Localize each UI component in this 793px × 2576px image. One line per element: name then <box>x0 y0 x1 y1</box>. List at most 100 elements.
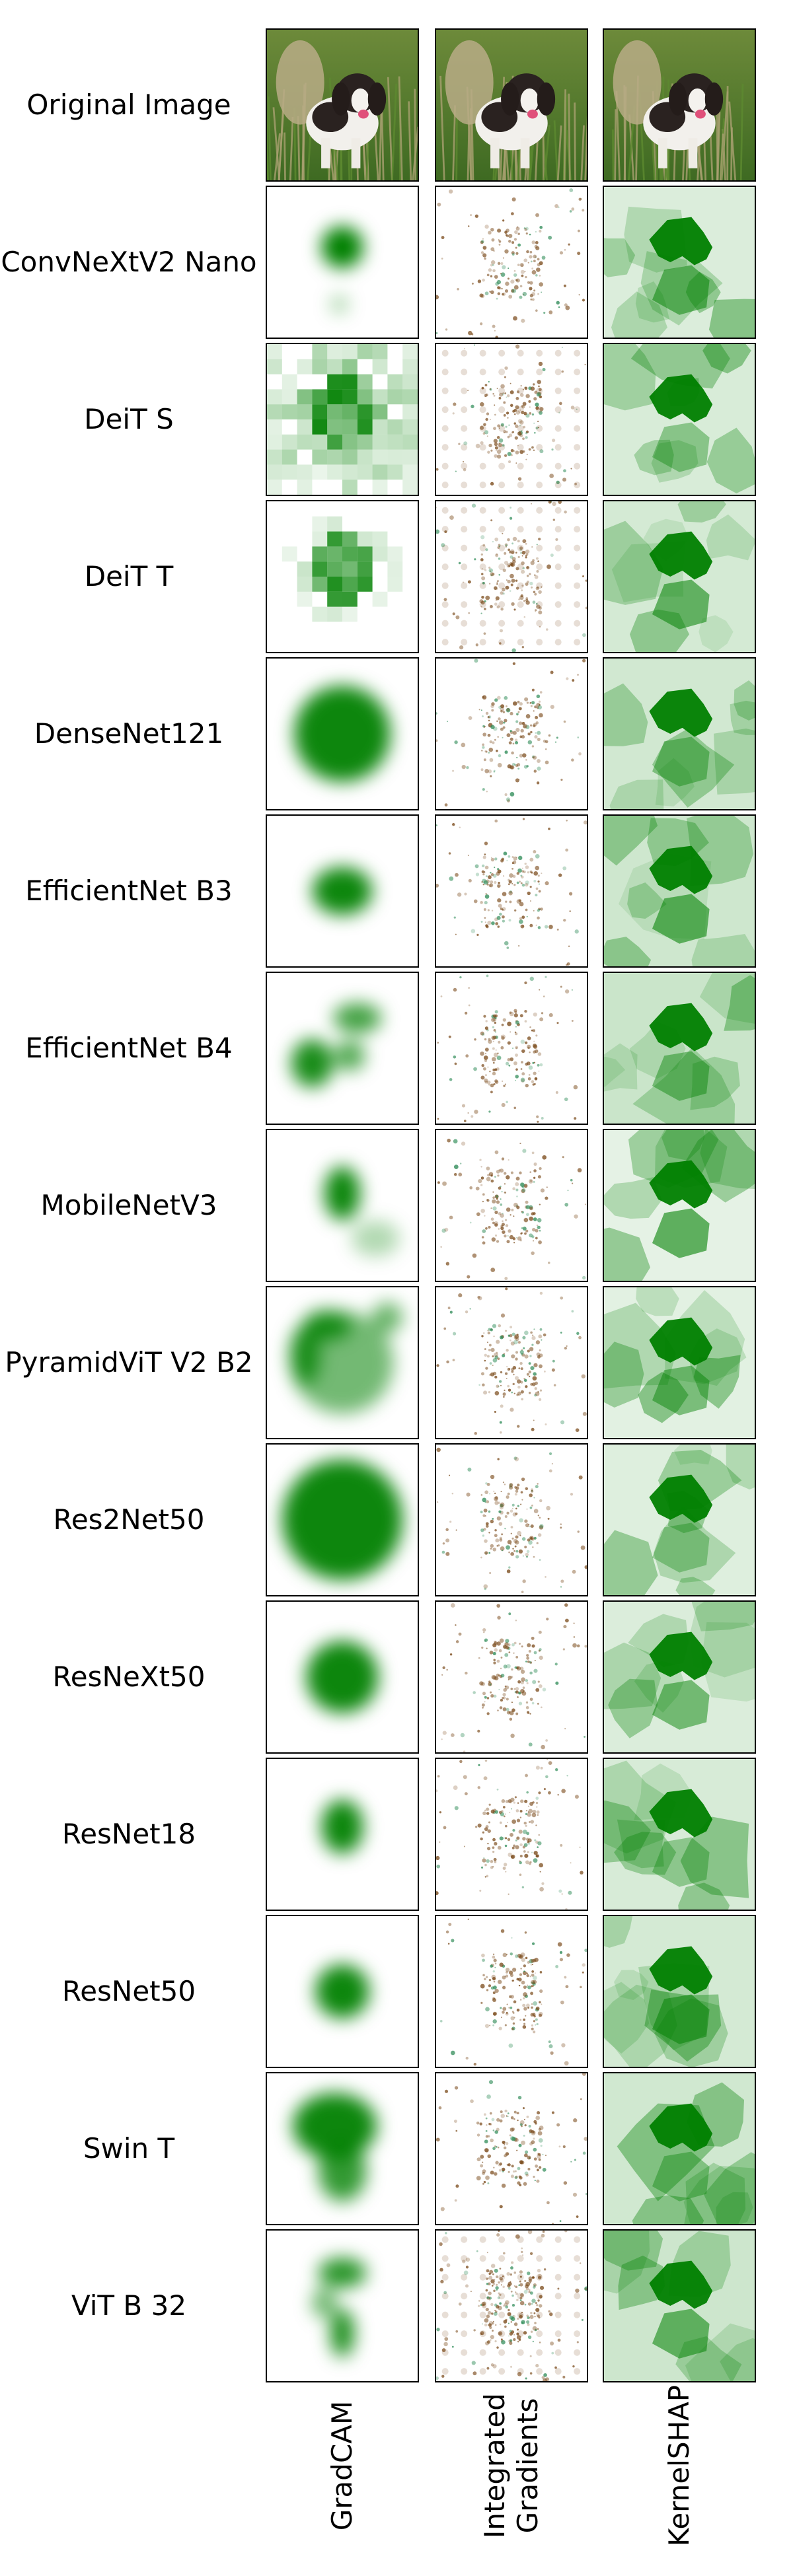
kernelshap-segments <box>604 2231 755 2381</box>
kernelshap-cell <box>603 500 756 653</box>
kernelshap-segments <box>604 501 755 652</box>
dog-figure <box>306 73 387 168</box>
dog-head-segment <box>649 1003 713 1052</box>
kernelshap-cell <box>603 186 756 339</box>
kernelshap-cell <box>603 1443 756 1596</box>
kernelshap-segments <box>604 1916 755 2067</box>
row-label-model: Swin T <box>83 2132 175 2165</box>
row-label-original-image: Original Image <box>26 89 231 121</box>
kernelshap-cell <box>603 2072 756 2225</box>
gradcam-cell-graphic <box>315 1964 370 2019</box>
integrated-gradients-map <box>436 1759 584 1910</box>
integrated-gradients-cell <box>435 500 588 653</box>
column-label: Integrated Gradients <box>478 2393 544 2538</box>
kernelshap-segments <box>604 1602 755 1752</box>
kernelshap-cell-graphic <box>604 1130 755 1281</box>
gradcam-cell-graphic <box>294 686 391 782</box>
kernelshap-cell-graphic <box>604 973 755 1124</box>
integrated-gradients-cell-graphic <box>441 1603 587 1752</box>
gradcam-cell <box>266 1915 419 2068</box>
integrated-gradients-cell-graphic <box>437 974 578 1123</box>
integrated-gradients-cell <box>435 1443 588 1596</box>
dog-head-segment <box>649 1789 713 1838</box>
integrated-gradients-map <box>439 1918 587 2066</box>
integrated-gradients-cell-graphic <box>436 1759 584 1910</box>
gradcam-cell <box>266 1600 419 1754</box>
row-label-model: ResNet50 <box>61 1975 196 2007</box>
kernelshap-cell-graphic <box>604 1759 755 1910</box>
gradcam-heatmap <box>289 1302 403 1414</box>
kernelshap-cell-graphic <box>604 1916 755 2067</box>
gradcam-heatmap <box>291 1003 382 1088</box>
integrated-gradients-map <box>436 818 587 966</box>
gradcam-cell <box>266 2229 419 2382</box>
integrated-gradients-cell <box>435 2072 588 2225</box>
integrated-gradients-map <box>436 344 586 489</box>
gradcam-cell-graphic <box>321 226 363 314</box>
kernelshap-cell <box>603 1286 756 1439</box>
gradcam-cell-graphic <box>282 1459 403 1581</box>
kernelshap-cell <box>603 343 756 496</box>
gradcam-heatmap <box>282 1459 403 1581</box>
integrated-gradients-cell-graphic <box>436 2231 587 2381</box>
original-image-cell <box>435 28 588 182</box>
gradcam-cell-graphic <box>306 1641 379 1713</box>
original-image-cell-graphic <box>267 30 418 180</box>
row-label-model: ResNeXt50 <box>52 1661 206 1693</box>
gradcam-cell-graphic <box>291 1003 382 1088</box>
integrated-gradients-cell-graphic <box>436 2073 587 2224</box>
gradcam-cell <box>266 972 419 1125</box>
kernelshap-cell <box>603 1129 756 1282</box>
row-label-model: DeiT S <box>84 403 174 435</box>
dry-grass <box>445 40 494 125</box>
integrated-gradients-map <box>436 1287 587 1435</box>
kernelshap-cell <box>603 1600 756 1754</box>
kernelshap-cell-graphic <box>604 659 755 809</box>
gradcam-cell <box>266 2072 419 2225</box>
integrated-gradients-cell <box>435 186 588 339</box>
kernelshap-cell-graphic <box>604 344 755 495</box>
integrated-gradients-map <box>436 2073 587 2224</box>
gradcam-cell-graphic <box>312 867 373 915</box>
gradcam-cell <box>266 186 419 339</box>
gradcam-cell <box>266 814 419 968</box>
integrated-gradients-cell <box>435 343 588 496</box>
gradcam-heatmap <box>292 2093 377 2201</box>
original-image-cell-graphic <box>604 30 755 180</box>
integrated-gradients-cell <box>435 657 588 810</box>
gradcam-cell <box>266 1129 419 1282</box>
kernelshap-segments <box>604 344 755 495</box>
row-label-model: DenseNet121 <box>34 717 224 750</box>
row-label-model: EfficientNet B3 <box>25 875 233 907</box>
kernelshap-cell <box>603 814 756 968</box>
gradcam-heatmap <box>312 2258 367 2357</box>
kernelshap-segments <box>604 2073 755 2224</box>
gradcam-cell <box>266 1443 419 1596</box>
dog-head-segment <box>649 2103 713 2152</box>
row-label-model: DeiT T <box>84 560 174 592</box>
integrated-gradients-map <box>437 1138 587 1281</box>
gradcam-heatmap <box>315 1964 370 2019</box>
gradcam-cell <box>266 500 419 653</box>
integrated-gradients-cell <box>435 1286 588 1439</box>
integrated-gradients-map <box>436 501 587 652</box>
kernelshap-segments <box>604 1445 755 1595</box>
integrated-gradients-map <box>437 974 578 1123</box>
row-label-model: PyramidViT V2 B2 <box>5 1346 253 1378</box>
kernelshap-cell <box>603 2229 756 2382</box>
dog-head-segment <box>649 1631 713 1680</box>
kernelshap-cell-graphic <box>604 816 755 966</box>
gradcam-cell-graphic <box>324 1166 400 1257</box>
integrated-gradients-cell-graphic <box>436 501 587 652</box>
dog-head-segment <box>649 1317 713 1366</box>
gradcam-cell-graphic <box>282 516 403 622</box>
kernelshap-segments <box>604 187 755 338</box>
dog-head-segment <box>649 1946 713 1995</box>
kernelshap-cell <box>603 972 756 1125</box>
row-label-model: MobileNetV3 <box>40 1189 217 1221</box>
kernelshap-cell-graphic <box>604 2073 755 2224</box>
gradcam-heatmap <box>312 867 373 915</box>
integrated-gradients-cell <box>435 814 588 968</box>
dog-head-segment <box>649 688 713 737</box>
original-image-cell <box>266 28 419 182</box>
